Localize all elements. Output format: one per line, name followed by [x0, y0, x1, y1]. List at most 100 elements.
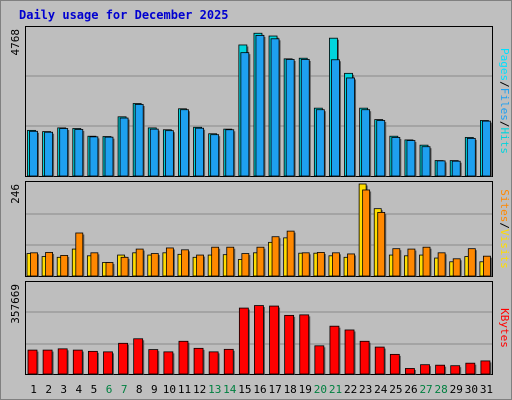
bar-kbytes-day-18 — [284, 314, 295, 375]
bar-files-day-3 — [59, 128, 69, 177]
bar-kbytes-day-27 — [420, 364, 430, 375]
bar-files-day-12 — [195, 127, 204, 177]
bar-files-day-1 — [29, 130, 38, 177]
bar-kbytes-day-6 — [103, 351, 113, 375]
bar-files-day-8 — [134, 104, 144, 177]
bar-kbytes-day-15 — [238, 307, 249, 375]
bar-files-day-14 — [225, 129, 235, 177]
bar-kbytes-day-29 — [450, 365, 461, 375]
bar-sites-day-6 — [105, 262, 114, 277]
x-tick-label-day-3: 3 — [60, 383, 67, 396]
bar-sites-day-26 — [407, 248, 416, 277]
legend-top: Pages/Files/Hits — [498, 48, 511, 154]
x-tick-label-day-4: 4 — [76, 383, 83, 396]
bar-kbytes-day-5 — [87, 350, 98, 375]
bar-sites-day-28 — [437, 252, 446, 277]
y-max-label-2: 246 — [9, 184, 22, 204]
legend-sep: / — [498, 222, 511, 229]
bar-sites-day-4 — [75, 232, 84, 277]
chart-title: Daily usage for December 2025 — [19, 8, 229, 22]
x-tick-label-day-21: 21 — [329, 383, 342, 396]
bar-sites-day-2 — [45, 252, 53, 277]
bar-sites-day-27 — [422, 246, 431, 277]
bar-files-day-31 — [482, 120, 491, 177]
y-max-label-1: 4768 — [9, 29, 22, 56]
bar-files-day-13 — [210, 134, 220, 177]
bar-sites-day-3 — [60, 255, 69, 277]
x-tick-label-day-29: 29 — [450, 383, 463, 396]
bar-sites-day-11 — [181, 249, 189, 277]
legend-sites: Sites — [498, 189, 511, 222]
x-tick-label-day-2: 2 — [45, 383, 52, 396]
bar-files-day-4 — [74, 129, 84, 177]
bar-kbytes-day-7 — [118, 342, 128, 375]
bar-files-day-25 — [391, 137, 401, 177]
x-tick-label-day-1: 1 — [30, 383, 37, 396]
bar-kbytes-day-31 — [480, 360, 491, 375]
x-tick-label-day-31: 31 — [480, 383, 493, 396]
x-tick-label-day-8: 8 — [136, 383, 143, 396]
y-max-label-3: 357669 — [9, 284, 22, 324]
bar-sites-day-10 — [165, 247, 174, 277]
bar-sites-day-29 — [452, 258, 461, 277]
bar-files-day-18 — [285, 59, 295, 177]
bar-files-day-26 — [406, 140, 416, 177]
bar-sites-day-17 — [271, 236, 280, 277]
bar-files-day-29 — [451, 160, 461, 177]
x-tick-label-day-18: 18 — [284, 383, 297, 396]
bar-kbytes-day-19 — [299, 314, 310, 375]
bar-kbytes-day-10 — [163, 351, 174, 375]
x-tick-label-day-5: 5 — [91, 383, 98, 396]
bar-files-day-2 — [44, 131, 53, 177]
bar-files-day-24 — [376, 120, 386, 177]
bar-files-day-15 — [240, 52, 250, 177]
bar-files-day-30 — [466, 137, 476, 177]
legend-kbytes: KBytes — [498, 308, 511, 348]
legend-hits: Hits — [498, 128, 511, 155]
bar-sites-day-31 — [483, 255, 491, 277]
bar-sites-day-23 — [362, 189, 371, 277]
x-tick-label-day-10: 10 — [163, 383, 176, 396]
bar-files-day-22 — [346, 77, 355, 177]
x-tick-label-day-6: 6 — [106, 383, 113, 396]
bar-kbytes-day-13 — [208, 351, 219, 375]
bar-files-day-27 — [421, 146, 431, 177]
bar-kbytes-day-22 — [344, 329, 355, 375]
bar-kbytes-day-30 — [465, 362, 476, 375]
bar-files-day-5 — [89, 136, 99, 177]
bar-sites-day-5 — [90, 252, 99, 277]
bar-sites-day-21 — [332, 252, 340, 277]
bar-kbytes-day-12 — [193, 347, 204, 375]
legend-sep: / — [498, 81, 511, 88]
legend-sep: / — [498, 121, 511, 128]
bar-sites-day-18 — [286, 230, 295, 277]
bar-files-day-20 — [315, 109, 325, 177]
bar-kbytes-day-25 — [389, 353, 400, 375]
x-tick-label-day-30: 30 — [465, 383, 478, 396]
bar-sites-day-22 — [347, 253, 355, 277]
legend-middle: Sites/Visits — [498, 189, 511, 269]
bar-sites-day-19 — [301, 252, 310, 277]
x-tick-label-day-24: 24 — [374, 383, 388, 396]
x-tick-label-day-12: 12 — [193, 383, 206, 396]
bar-files-day-23 — [361, 109, 371, 177]
bar-files-day-19 — [300, 59, 310, 177]
x-tick-label-day-22: 22 — [344, 383, 357, 396]
bar-sites-day-16 — [256, 246, 265, 277]
bar-kbytes-day-2 — [42, 349, 53, 375]
bar-kbytes-day-8 — [133, 338, 144, 375]
bar-kbytes-day-11 — [178, 340, 189, 375]
bar-files-day-28 — [436, 160, 446, 177]
bar-files-day-7 — [119, 117, 129, 177]
bar-kbytes-day-28 — [435, 364, 446, 375]
bar-files-day-6 — [104, 136, 114, 177]
bar-kbytes-day-26 — [405, 368, 415, 375]
bar-sites-day-15 — [241, 253, 250, 277]
bar-kbytes-day-23 — [359, 340, 370, 375]
bar-kbytes-day-21 — [329, 325, 340, 375]
x-tick-label-day-20: 20 — [314, 383, 327, 396]
x-tick-label-day-28: 28 — [435, 383, 448, 396]
x-tick-label-day-11: 11 — [178, 383, 191, 396]
bar-sites-day-12 — [196, 254, 204, 277]
